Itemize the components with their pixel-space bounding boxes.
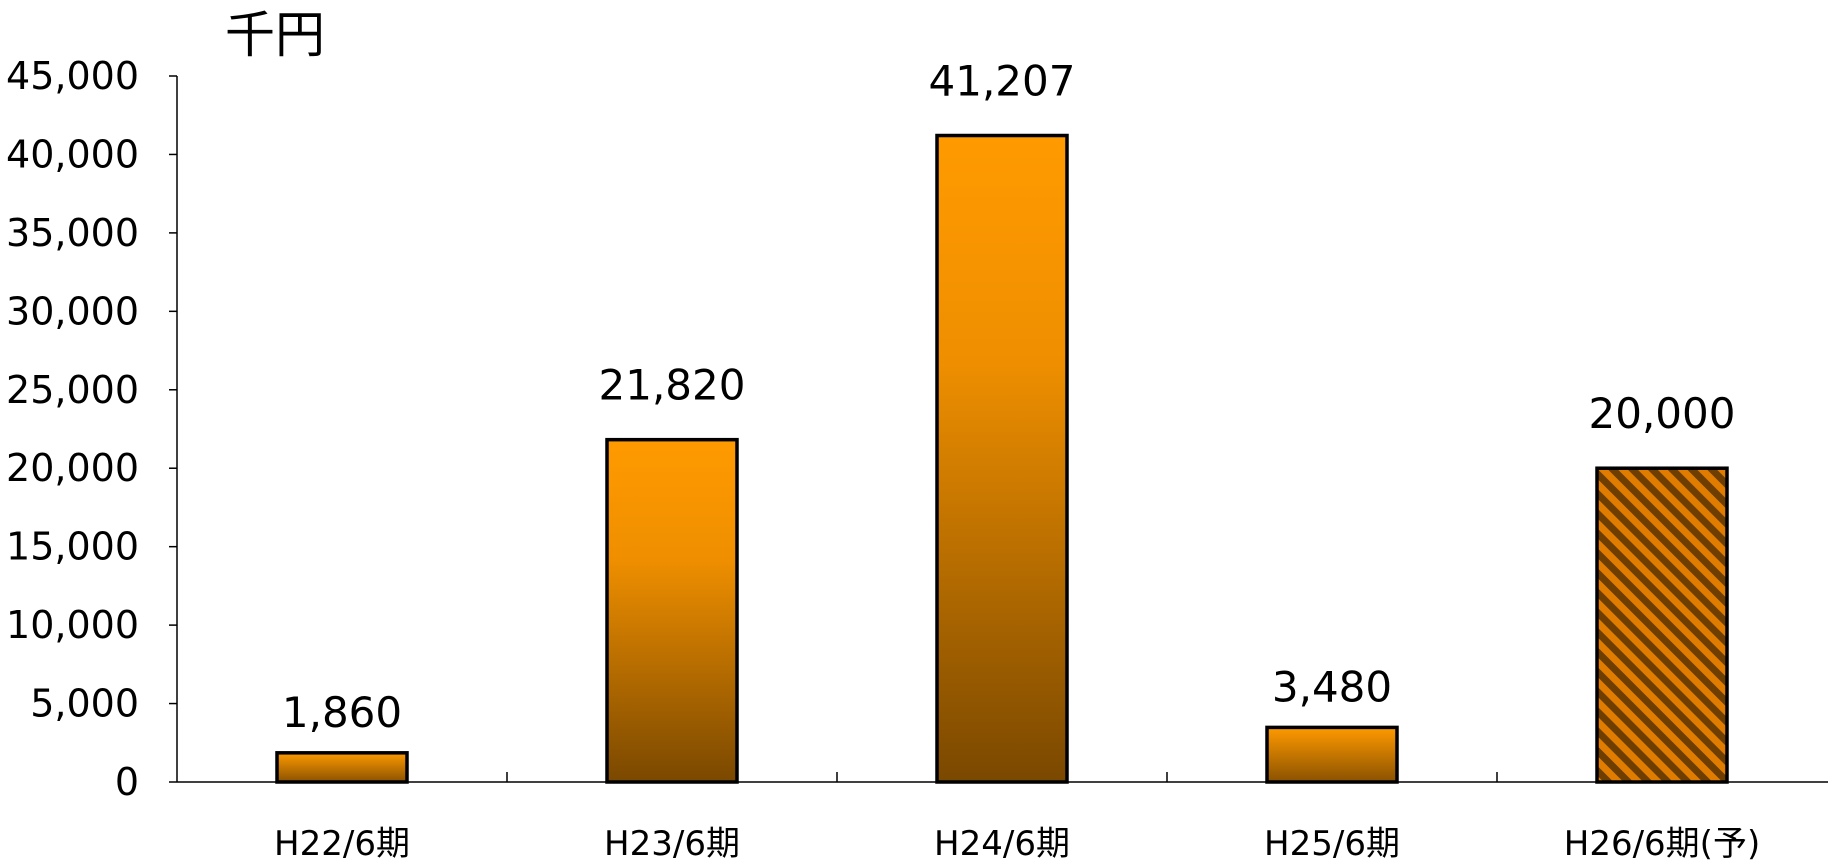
- x-tick-label: H22/6期: [274, 824, 410, 864]
- value-labels: 1,860 21,820 41,207 3,480 20,000: [282, 57, 1736, 737]
- y-tick-label: 30,000: [6, 289, 139, 333]
- y-tick-label: 15,000: [6, 525, 139, 569]
- bar: [1265, 725, 1399, 784]
- data-label: 21,820: [599, 361, 746, 410]
- bar: [935, 133, 1069, 784]
- bar: [1595, 466, 1729, 784]
- bar: [275, 751, 409, 784]
- data-label: 20,000: [1589, 389, 1736, 438]
- category-labels: H22/6期 H23/6期 H24/6期 H25/6期 H26/6期(予): [274, 824, 1760, 864]
- y-tick-label: 45,000: [6, 54, 139, 98]
- unit-label: 千円: [225, 6, 325, 64]
- y-axis: 0 5,000 10,000 15,000 20,000 25,000 30,000 35,0…: [6, 54, 178, 804]
- y-tick-label: 35,000: [6, 211, 139, 255]
- x-tick-label: H25/6期: [1264, 824, 1400, 864]
- y-tick-label: 10,000: [6, 603, 139, 647]
- x-tick-label: H23/6期: [604, 824, 740, 864]
- data-label: 1,860: [282, 688, 402, 737]
- x-tick-label: H24/6期: [934, 824, 1070, 864]
- x-tick-label: H26/6期(予): [1564, 824, 1760, 864]
- y-tick-label: 0: [115, 760, 139, 804]
- y-tick-label: 25,000: [6, 368, 139, 412]
- data-label: 41,207: [929, 57, 1076, 106]
- y-tick-label: 40,000: [6, 132, 139, 176]
- bar: [605, 437, 739, 784]
- y-tick-label: 20,000: [6, 446, 139, 490]
- data-label: 3,480: [1272, 662, 1392, 711]
- bar-series: [275, 133, 1729, 784]
- y-tick-label: 5,000: [30, 682, 139, 726]
